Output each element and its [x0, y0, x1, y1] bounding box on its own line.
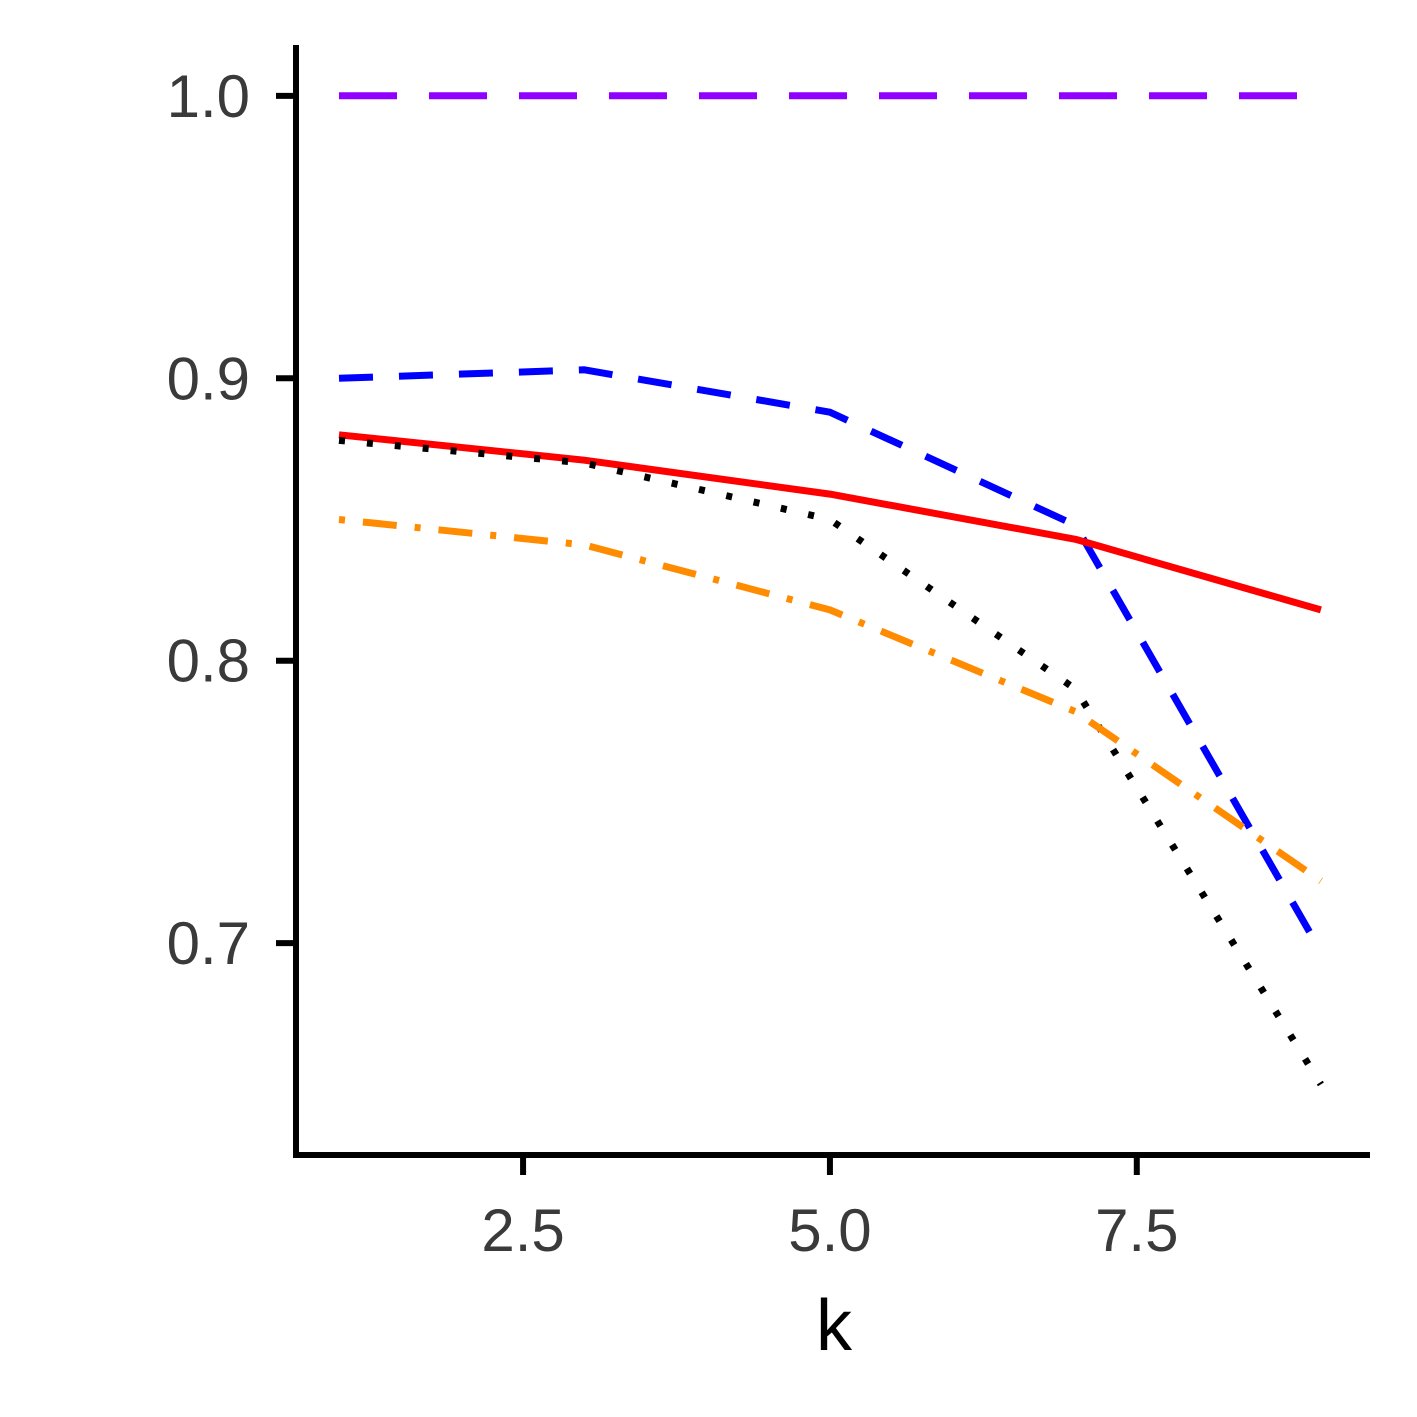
- x-tick-label: 5.0: [788, 1197, 871, 1264]
- x-ticks: 2.5 5.0 7.5: [481, 1155, 1178, 1264]
- y-tick-label: 0.8: [167, 628, 250, 695]
- series-line-3: [338, 431, 1322, 614]
- y-ticks: 0.7 0.8 0.9 1.0: [167, 63, 296, 977]
- series-layer: [338, 92, 1324, 1087]
- y-tick-label: 1.0: [167, 63, 250, 130]
- series-line-5: [338, 516, 1323, 884]
- y-tick-label: 0.9: [167, 345, 250, 412]
- series-line-2: [338, 366, 1324, 954]
- x-tick-label: 7.5: [1095, 1197, 1178, 1264]
- y-tick-label: 0.7: [167, 910, 250, 977]
- x-tick-label: 2.5: [481, 1197, 564, 1264]
- series-line-4: [338, 436, 1324, 1087]
- x-axis-title: k: [816, 1286, 853, 1366]
